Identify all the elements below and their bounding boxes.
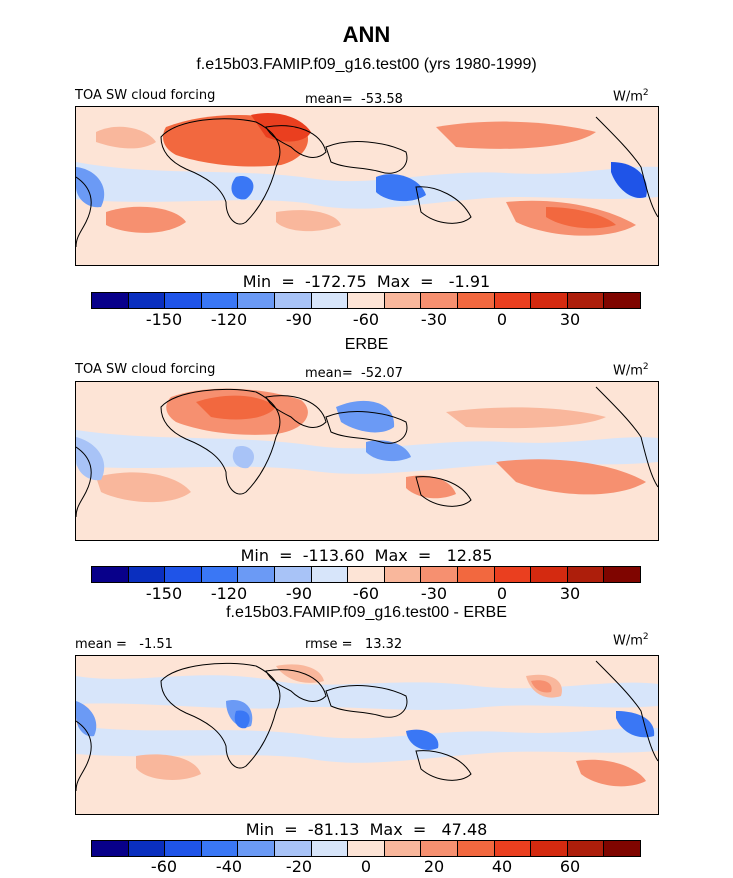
- colorbar-tick: -150: [145, 310, 183, 329]
- colorbar-tick: -120: [210, 310, 248, 329]
- colorbar-swatch: [274, 841, 312, 856]
- colorbar-tick: 20: [423, 857, 445, 876]
- colorbar-swatch: [494, 293, 532, 308]
- panel-3-colorbar-ticks: -60 -40 -20 0 20 40 60: [0, 857, 733, 876]
- colorbar-swatch: [604, 567, 640, 582]
- colorbar-swatch: [311, 841, 349, 856]
- colorbar-swatch: [238, 293, 275, 308]
- colorbar-swatch: [201, 293, 239, 308]
- panel-3-mean-label: mean = -1.51: [75, 637, 173, 652]
- panel-2-units: W/m2: [613, 362, 649, 379]
- colorbar-swatch: [531, 841, 568, 856]
- panel-2-colorbar-ticks: -150 -120 -90 -60 -30 0 30: [0, 584, 733, 603]
- panel-3-map: [75, 655, 659, 815]
- colorbar-swatch: [165, 567, 202, 582]
- panel-1-title: f.e15b03.FAMIP.f09_g16.test00 (yrs 1980-…: [196, 56, 537, 73]
- colorbar-tick: -120: [210, 584, 248, 603]
- panel-2-title: ERBE: [344, 336, 389, 353]
- colorbar-tick: 0: [360, 857, 372, 876]
- panel-3-units: W/m2: [613, 632, 649, 649]
- colorbar-tick: 40: [491, 857, 513, 876]
- colorbar-swatch: [604, 293, 640, 308]
- panel-2-colorbar: [91, 566, 641, 583]
- panel-1-map: [75, 106, 659, 266]
- colorbar-tick: 30: [559, 584, 581, 603]
- colorbar-swatch: [92, 293, 129, 308]
- colorbar-swatch: [128, 567, 166, 582]
- panel-1-variable-label: TOA SW cloud forcing: [75, 88, 216, 103]
- colorbar-swatch: [238, 841, 275, 856]
- colorbar-tick: 0: [496, 310, 508, 329]
- colorbar-tick: -20: [285, 857, 313, 876]
- colorbar-swatch: [494, 567, 532, 582]
- panel-3-colorbar: [91, 840, 641, 857]
- panel-2-map-svg: [76, 382, 658, 540]
- colorbar-swatch: [274, 293, 312, 308]
- panel-1-map-svg: [76, 107, 658, 265]
- colorbar-swatch: [311, 567, 349, 582]
- colorbar-swatch: [348, 293, 385, 308]
- colorbar-swatch: [567, 841, 605, 856]
- panel-2-minmax: Min = -113.60 Max = 12.85: [240, 546, 493, 565]
- panel-3-map-svg: [76, 656, 658, 814]
- colorbar-swatch: [494, 841, 532, 856]
- panel-2-variable-label: TOA SW cloud forcing: [75, 362, 216, 377]
- colorbar-swatch: [348, 841, 385, 856]
- panel-1-mean-label: mean= -53.58: [305, 92, 403, 107]
- panel-1-colorbar: [91, 292, 641, 309]
- colorbar-swatch: [274, 567, 312, 582]
- colorbar-swatch: [421, 841, 458, 856]
- panel-2-map: [75, 381, 659, 541]
- colorbar-tick: -40: [215, 857, 243, 876]
- colorbar-swatch: [348, 567, 385, 582]
- colorbar-tick: -60: [352, 310, 380, 329]
- panel-3-title: f.e15b03.FAMIP.f09_g16.test00 - ERBE: [226, 604, 507, 621]
- panel-1-units: W/m2: [613, 88, 649, 105]
- panel-3-rmse-label: rmse = 13.32: [305, 637, 403, 652]
- colorbar-tick: -30: [420, 584, 448, 603]
- colorbar-swatch: [238, 567, 275, 582]
- colorbar-tick: -90: [285, 584, 313, 603]
- colorbar-swatch: [92, 567, 129, 582]
- colorbar-swatch: [531, 293, 568, 308]
- colorbar-swatch: [128, 841, 166, 856]
- colorbar-swatch: [128, 293, 166, 308]
- colorbar-swatch: [457, 841, 495, 856]
- colorbar-swatch: [311, 293, 349, 308]
- panel-1-colorbar-ticks: -150 -120 -90 -60 -30 0 30: [0, 310, 733, 329]
- colorbar-tick: -30: [420, 310, 448, 329]
- colorbar-swatch: [92, 841, 129, 856]
- colorbar-swatch: [421, 567, 458, 582]
- colorbar-swatch: [567, 567, 605, 582]
- colorbar-tick: 30: [559, 310, 581, 329]
- colorbar-tick: -150: [145, 584, 183, 603]
- colorbar-swatch: [531, 567, 568, 582]
- colorbar-swatch: [421, 293, 458, 308]
- figure-title: ANN: [342, 22, 391, 47]
- colorbar-swatch: [165, 841, 202, 856]
- colorbar-swatch: [384, 293, 422, 308]
- colorbar-swatch: [604, 841, 640, 856]
- colorbar-tick: 0: [496, 584, 508, 603]
- colorbar-swatch: [201, 567, 239, 582]
- colorbar-tick: -60: [150, 857, 178, 876]
- colorbar-swatch: [457, 567, 495, 582]
- colorbar-swatch: [201, 841, 239, 856]
- colorbar-swatch: [165, 293, 202, 308]
- colorbar-swatch: [457, 293, 495, 308]
- panel-3-minmax: Min = -81.13 Max = 47.48: [245, 820, 488, 839]
- panel-2-mean-label: mean= -52.07: [305, 366, 403, 381]
- panel-1-minmax: Min = -172.75 Max = -1.91: [242, 272, 491, 291]
- colorbar-tick: -90: [285, 310, 313, 329]
- colorbar-tick: 60: [559, 857, 581, 876]
- colorbar-tick: -60: [352, 584, 380, 603]
- colorbar-swatch: [384, 567, 422, 582]
- colorbar-swatch: [384, 841, 422, 856]
- colorbar-swatch: [567, 293, 605, 308]
